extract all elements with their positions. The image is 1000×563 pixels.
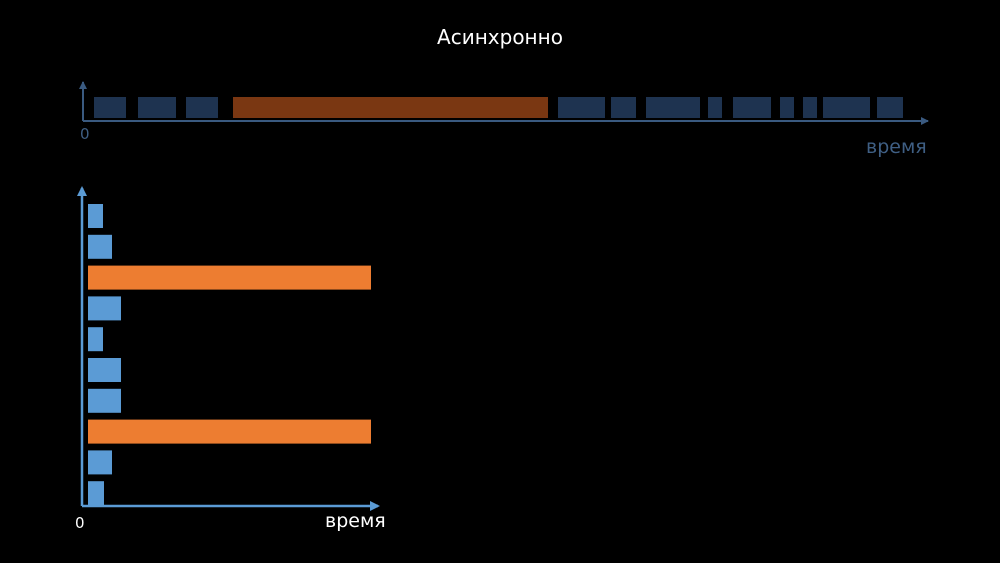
top-segment-12 bbox=[823, 97, 870, 118]
top-origin-label: 0 bbox=[80, 125, 90, 143]
bottom-bar-1 bbox=[88, 204, 103, 228]
top-segment-10 bbox=[780, 97, 794, 118]
bottom-chart: 0 время bbox=[75, 186, 386, 532]
top-segments bbox=[94, 97, 903, 118]
top-segment-13 bbox=[877, 97, 903, 118]
top-segment-4 bbox=[233, 97, 548, 118]
top-segment-6 bbox=[611, 97, 636, 118]
bottom-bar-9 bbox=[88, 450, 112, 475]
bottom-bar-5 bbox=[88, 327, 103, 352]
top-timeline: 0 время bbox=[79, 81, 929, 158]
top-segment-9 bbox=[733, 97, 771, 118]
top-segment-7 bbox=[646, 97, 700, 118]
top-segment-1 bbox=[94, 97, 126, 118]
top-segment-3 bbox=[186, 97, 218, 118]
bottom-bars bbox=[88, 204, 371, 506]
bottom-origin-label: 0 bbox=[75, 514, 85, 532]
top-segment-5 bbox=[558, 97, 605, 118]
top-segment-8 bbox=[708, 97, 722, 118]
bottom-bar-7 bbox=[88, 388, 121, 413]
bottom-axis-label: время bbox=[325, 510, 386, 532]
bottom-bar-2 bbox=[88, 234, 112, 259]
top-segment-11 bbox=[803, 97, 817, 118]
page-title: Асинхронно bbox=[437, 25, 563, 49]
bottom-bar-3 bbox=[88, 265, 371, 290]
top-axis-label: время bbox=[866, 136, 927, 158]
top-segment-2 bbox=[138, 97, 176, 118]
bottom-bar-8 bbox=[88, 419, 371, 444]
bottom-bar-6 bbox=[88, 358, 121, 382]
bottom-bar-10 bbox=[88, 481, 104, 506]
bottom-bar-4 bbox=[88, 296, 121, 321]
